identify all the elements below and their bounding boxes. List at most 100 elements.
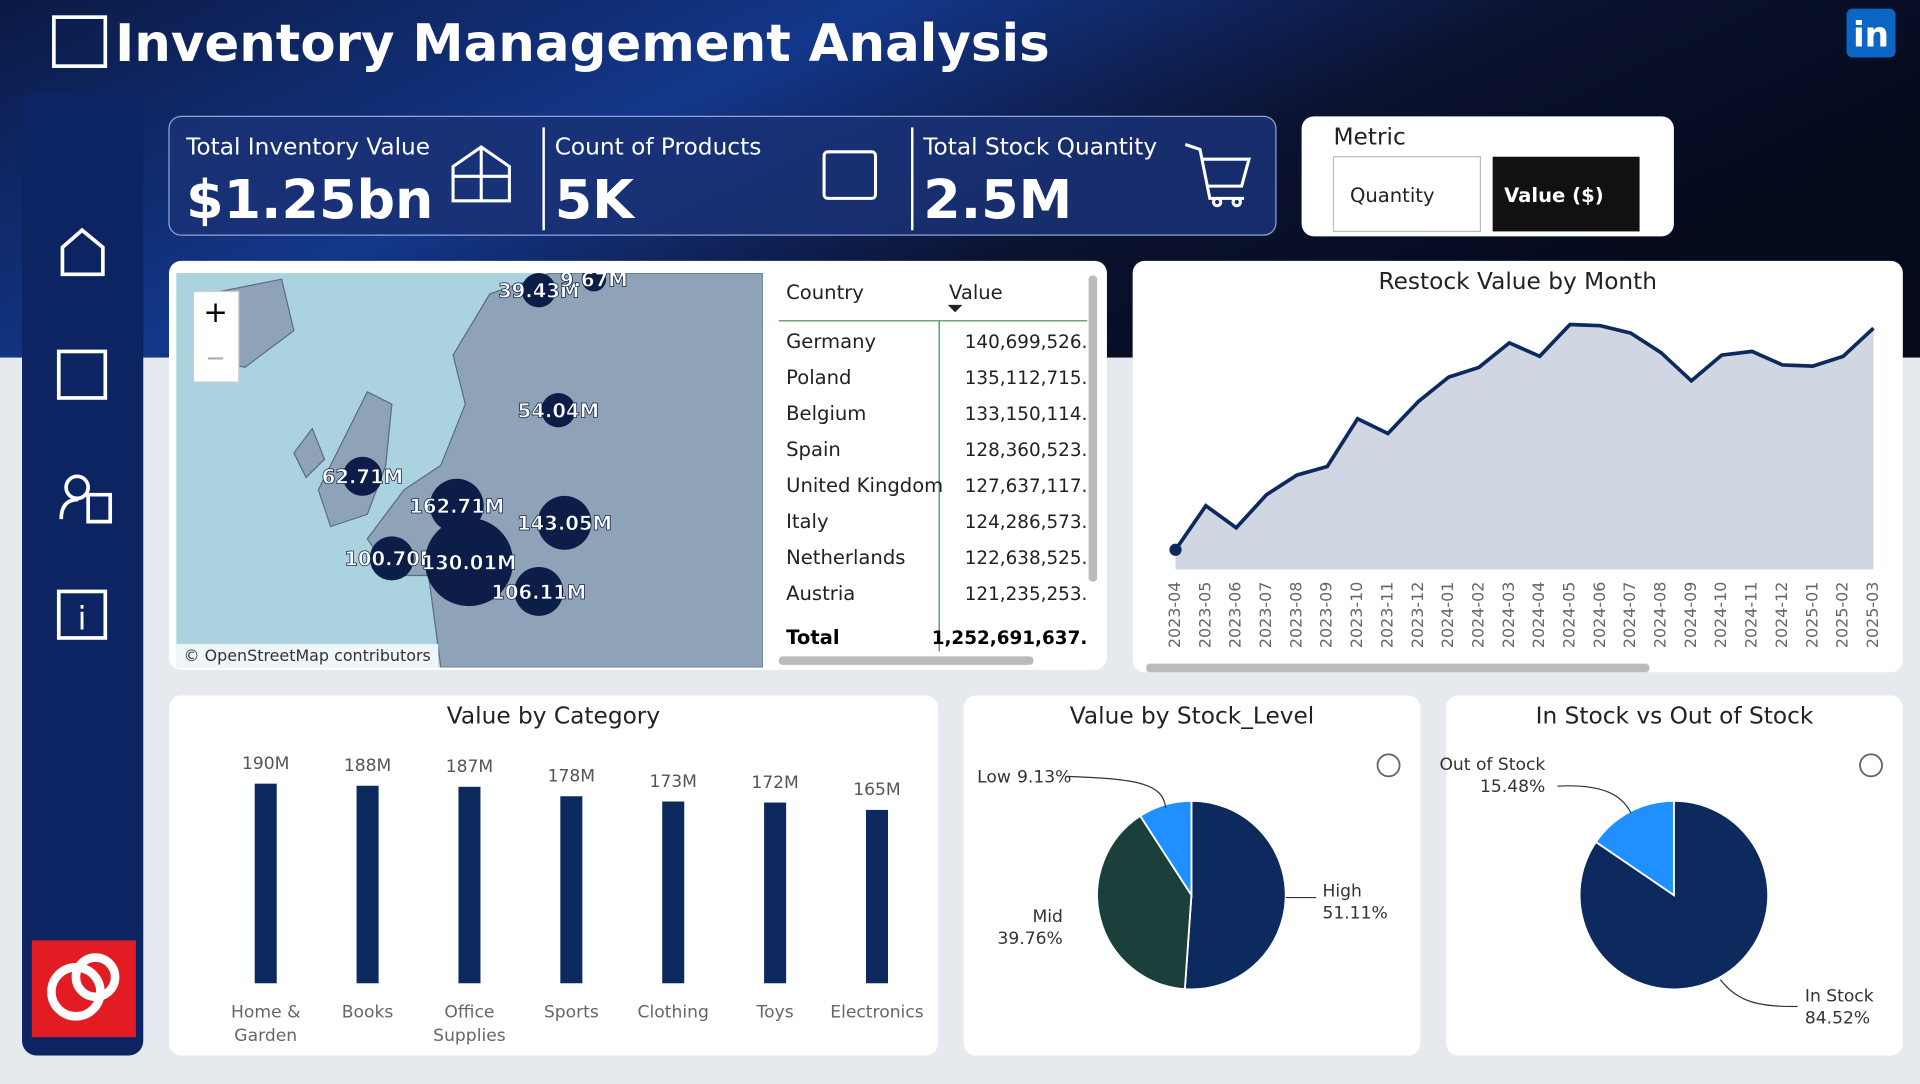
percent: 84.52% [1805,1009,1870,1029]
x-tick-label: 2024-09 [1681,582,1700,648]
option-label: Value ($) [1504,184,1604,207]
bubble-label: 54.04M [518,400,599,423]
category: Out of Stock [1439,755,1545,775]
zoom-control[interactable] [192,290,240,383]
chart-title: Value by Stock_Level [1070,703,1315,730]
scrollbar[interactable] [778,656,1034,665]
value-label: 178M [548,767,595,787]
kpi-label: Total Stock Quantity [922,133,1157,160]
sort-arrow [947,304,963,313]
slicer-option-selected[interactable] [1492,156,1640,232]
country: Spain [786,438,841,461]
zoom-out[interactable]: − [205,343,226,372]
line [1173,322,1875,551]
x-tick-label: Books [341,1002,394,1023]
bubble-label: 9.67M [560,269,628,292]
map-bubble [541,393,576,428]
x-tick-label: 2024-06 [1590,582,1609,648]
map-bubble [537,495,592,550]
total-label: Total [786,626,840,649]
x-tick-label: 2024-05 [1560,582,1579,648]
title-icon [52,15,108,68]
col-header: Country [786,281,864,304]
x-tick-label: 2023-05 [1195,582,1214,648]
zoom-in[interactable]: + [203,295,228,329]
country: Netherlands [786,546,905,569]
help-icon [1376,753,1401,778]
x-tick-label: Sports [543,1002,599,1023]
kpi-label: Total Inventory Value [185,133,430,160]
category: In Stock [1805,987,1874,1007]
info-glyph: i [78,599,87,637]
logo-mark [71,953,120,1002]
x-tick-label: Electronics [830,1002,924,1023]
x-tick-label: 2023-12 [1408,582,1427,648]
slicer-title: Metric [1333,123,1405,150]
value-label: 190M [242,754,289,774]
x-tick-label: 2024-12 [1772,582,1791,648]
kpi-label: Count of Products [555,133,762,160]
x-tick-label: 2024-11 [1742,582,1761,648]
value: 121,235,253. [965,584,1088,605]
linkedin-icon[interactable] [1846,8,1896,58]
chart-title: Value by Category [447,703,661,730]
x-tick-label: 2024-08 [1651,582,1670,648]
value: 140,699,526. [965,332,1088,353]
x-label-box: Electronics [830,1002,924,1023]
scrollbar[interactable] [1146,663,1650,673]
bar [865,809,888,984]
kpi-icons [451,143,1251,208]
x-tick-label: 2024-07 [1620,582,1639,648]
chart-title: In Stock vs Out of Stock [1536,703,1814,730]
country: Austria [786,582,855,605]
help-icon [1859,753,1883,778]
option-label: Quantity [1350,184,1435,207]
map-bubble [521,273,556,308]
x-tick-label: 2023-10 [1347,582,1366,648]
value: 127,637,117. [965,476,1088,497]
pie-slice [1578,799,1770,991]
x-tick-label: 2024-02 [1468,582,1487,648]
value: 128,360,523. [965,440,1088,461]
bar [458,786,481,984]
nav-icons[interactable] [56,227,113,640]
area [1175,324,1874,570]
scrollbar[interactable] [1088,275,1098,582]
category: Mid [1032,907,1062,927]
data-label: Low 9.13% [977,767,1071,787]
x-tick-label: Office Supplies [433,1002,506,1046]
percent: 39.76% [998,929,1063,949]
bar [662,801,685,984]
slicer-option[interactable] [1332,156,1482,233]
x-tick-label: 2024-01 [1438,582,1457,648]
value: 124,286,573. [965,512,1088,533]
x-tick-label: 2024-10 [1711,582,1730,648]
map-bubble [369,536,414,581]
bubble-label: 162.71M [409,495,504,518]
pie-slice [1183,799,1287,991]
bubble-label: 100.70M [344,548,439,571]
x-tick-label: 2023-11 [1377,582,1396,648]
x-tick-label: 2024-04 [1529,582,1548,648]
percent: 51.11% [1322,903,1387,923]
x-tick-label: 2024-03 [1499,582,1518,648]
point [1169,543,1182,556]
attribution: © OpenStreetMap contributors [184,646,431,665]
x-tick-label: 2023-07 [1256,582,1275,648]
value-label: 173M [649,772,696,792]
x-label-box: Office Supplies [433,1002,506,1046]
attribution-bg [176,644,439,668]
value-label: 188M [344,756,391,776]
bubble-label: 106.11M [491,581,586,604]
bubble-label: 130.01M [421,551,516,574]
x-tick-label: Toys [756,1002,794,1023]
x-tick-label: 2023-04 [1165,582,1184,648]
x-label-box: Sports [543,1002,599,1023]
x-tick-label: Clothing [637,1002,709,1023]
percent: 15.48% [1480,777,1545,797]
x-label-box: Clothing [637,1002,709,1023]
bar [254,783,277,984]
bar [764,802,787,984]
leader-line [1065,775,1167,809]
